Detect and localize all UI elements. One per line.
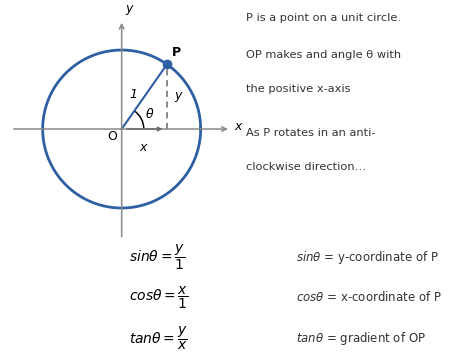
Text: $x$: $x$ [234, 120, 244, 133]
Text: P is a point on a unit circle.: P is a point on a unit circle. [246, 13, 401, 23]
Text: clockwise direction…: clockwise direction… [246, 162, 366, 172]
Text: OP makes and angle θ with: OP makes and angle θ with [246, 50, 401, 59]
Text: θ: θ [146, 108, 154, 121]
Text: $cos\theta$ = x-coordinate of P: $cos\theta$ = x-coordinate of P [296, 290, 442, 304]
Text: O: O [107, 130, 117, 143]
Text: $y$: $y$ [174, 90, 184, 104]
Text: $tan\theta$ = gradient of OP: $tan\theta$ = gradient of OP [296, 330, 426, 347]
Text: the positive x-axis: the positive x-axis [246, 84, 351, 93]
Text: $tan\theta = \dfrac{y}{x}$: $tan\theta = \dfrac{y}{x}$ [129, 325, 188, 352]
Text: As P rotates in an anti-: As P rotates in an anti- [246, 128, 376, 138]
Text: 1: 1 [129, 88, 137, 101]
Text: $sin\theta$ = y-coordinate of P: $sin\theta$ = y-coordinate of P [296, 249, 439, 266]
Text: $y$: $y$ [125, 3, 135, 17]
Text: $cos\theta = \dfrac{x}{1}$: $cos\theta = \dfrac{x}{1}$ [129, 284, 189, 310]
Text: $x$: $x$ [139, 141, 149, 154]
Text: $sin\theta = \dfrac{y}{1}$: $sin\theta = \dfrac{y}{1}$ [129, 243, 185, 272]
Text: P: P [172, 46, 181, 59]
